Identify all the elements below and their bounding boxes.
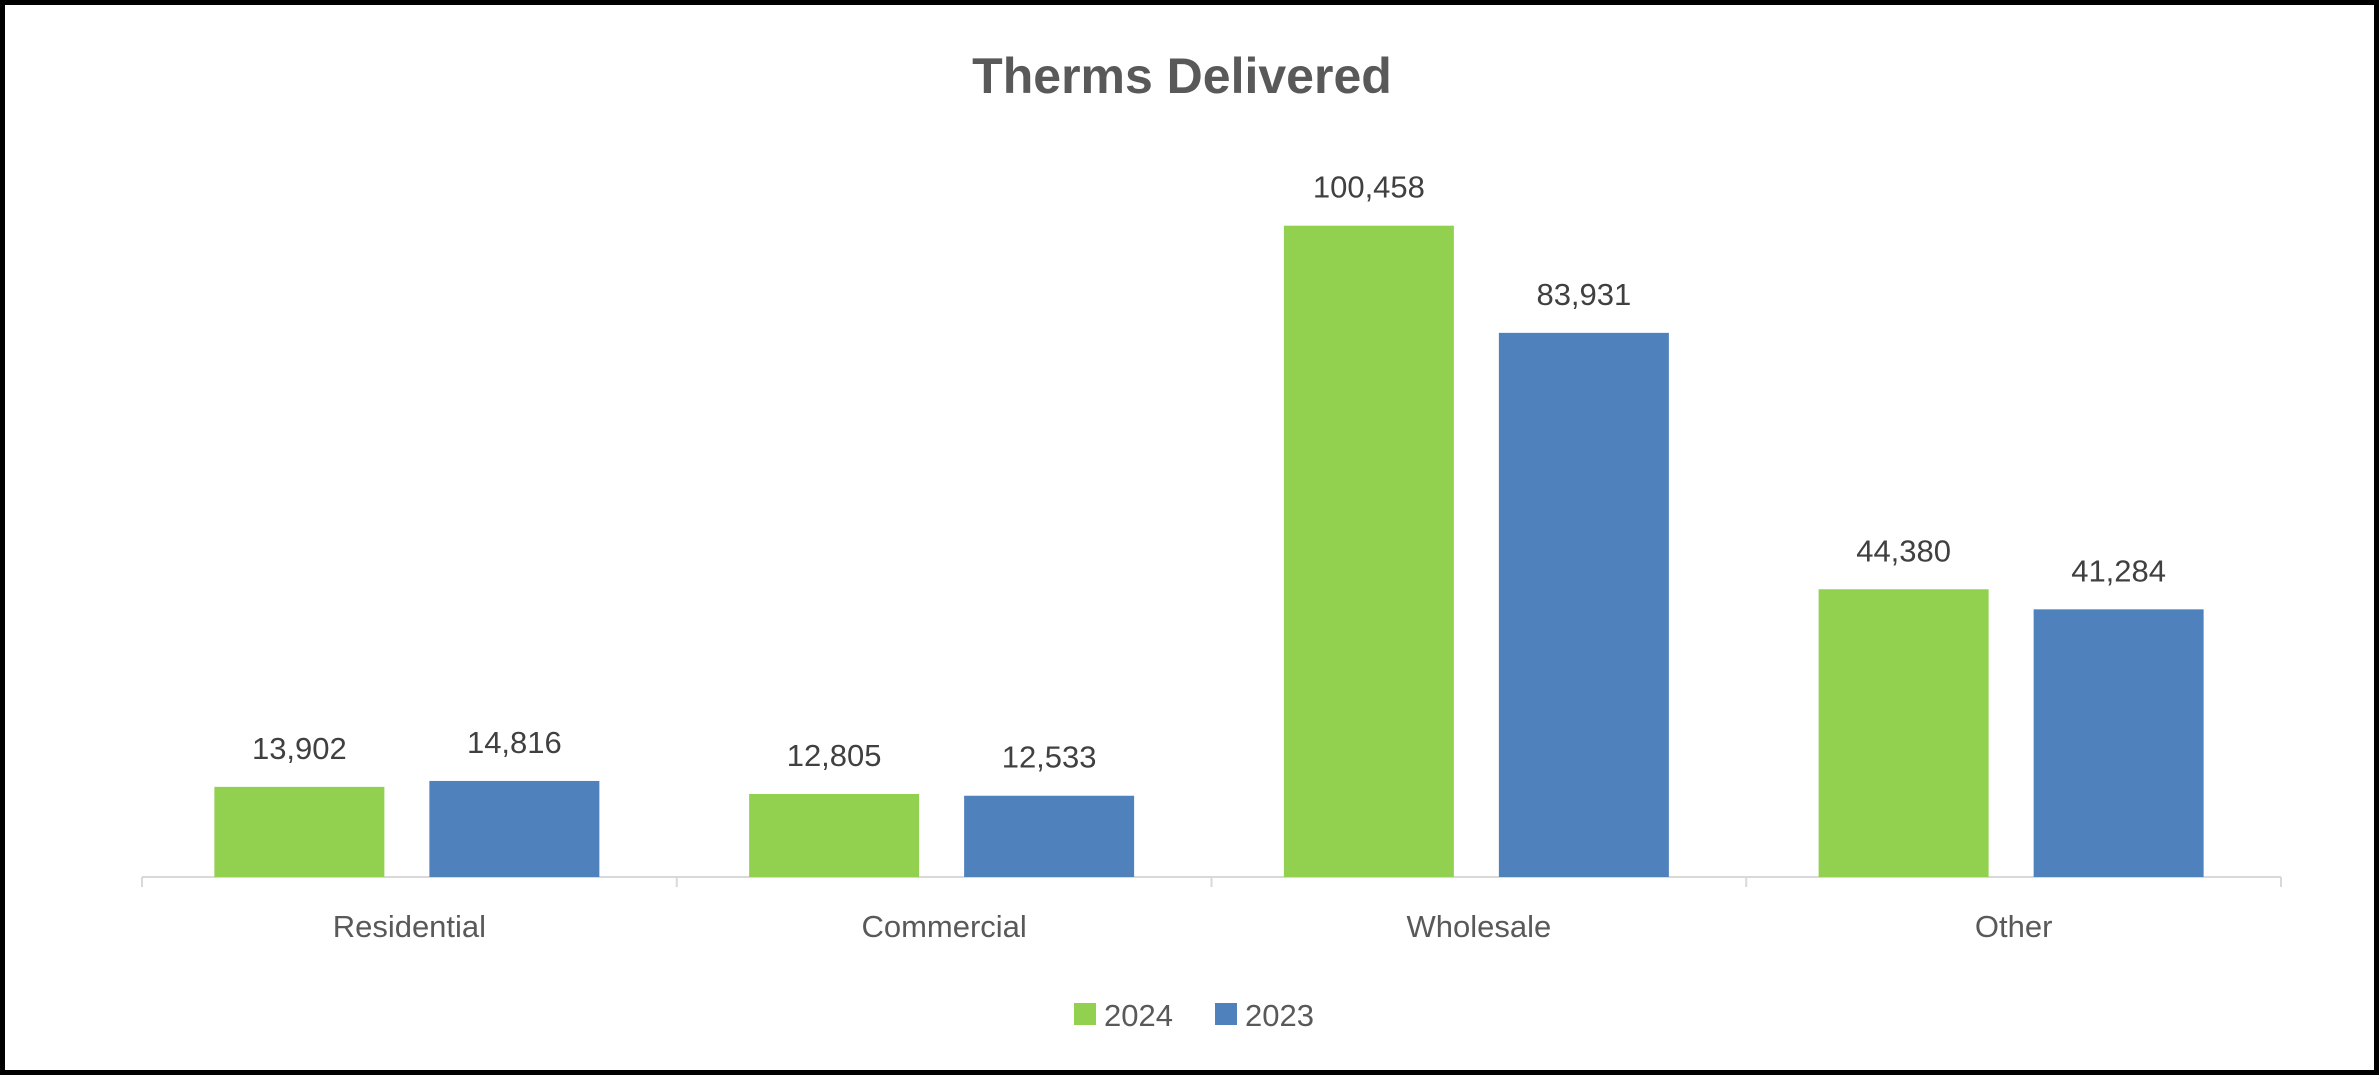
legend-swatch-2023 (1215, 1003, 1237, 1025)
data-label: 44,380 (1856, 533, 1951, 568)
category-label: Wholesale (1407, 909, 1552, 944)
data-label: 14,816 (467, 725, 562, 760)
bar-2024-commercial (749, 793, 920, 877)
data-label: 100,458 (1313, 170, 1425, 205)
data-label: 41,284 (2071, 553, 2166, 588)
bar-2024-residential (214, 786, 385, 877)
data-label: 83,931 (1536, 277, 1631, 312)
bar-2024-wholesale (1283, 225, 1454, 878)
bar-chart: Therms Delivered Residential Commercial Wh… (141, 48, 2282, 1033)
data-label: 13,902 (252, 731, 347, 766)
bar-2023-wholesale (1498, 332, 1669, 877)
bar-2023-residential (429, 780, 600, 877)
bars: 13,902 14,816 12,805 12,533 100,458 83,931 44,… (214, 170, 2204, 878)
legend: 2024 2023 (1074, 998, 1314, 1033)
bar-2023-other (2033, 609, 2204, 877)
data-label: 12,533 (1002, 740, 1097, 775)
bar-2023-commercial (964, 795, 1135, 877)
category-label: Commercial (861, 909, 1026, 944)
legend-label-2023: 2023 (1245, 998, 1314, 1033)
legend-label-2024: 2024 (1104, 998, 1173, 1033)
legend-swatch-2024 (1074, 1003, 1096, 1025)
bar-2024-other (1818, 589, 1989, 877)
x-axis: Residential Commercial Wholesale Other (141, 876, 2282, 944)
chart-title: Therms Delivered (972, 48, 1392, 104)
data-label: 12,805 (787, 738, 882, 773)
category-label: Other (1975, 909, 2053, 944)
category-label: Residential (333, 909, 486, 944)
